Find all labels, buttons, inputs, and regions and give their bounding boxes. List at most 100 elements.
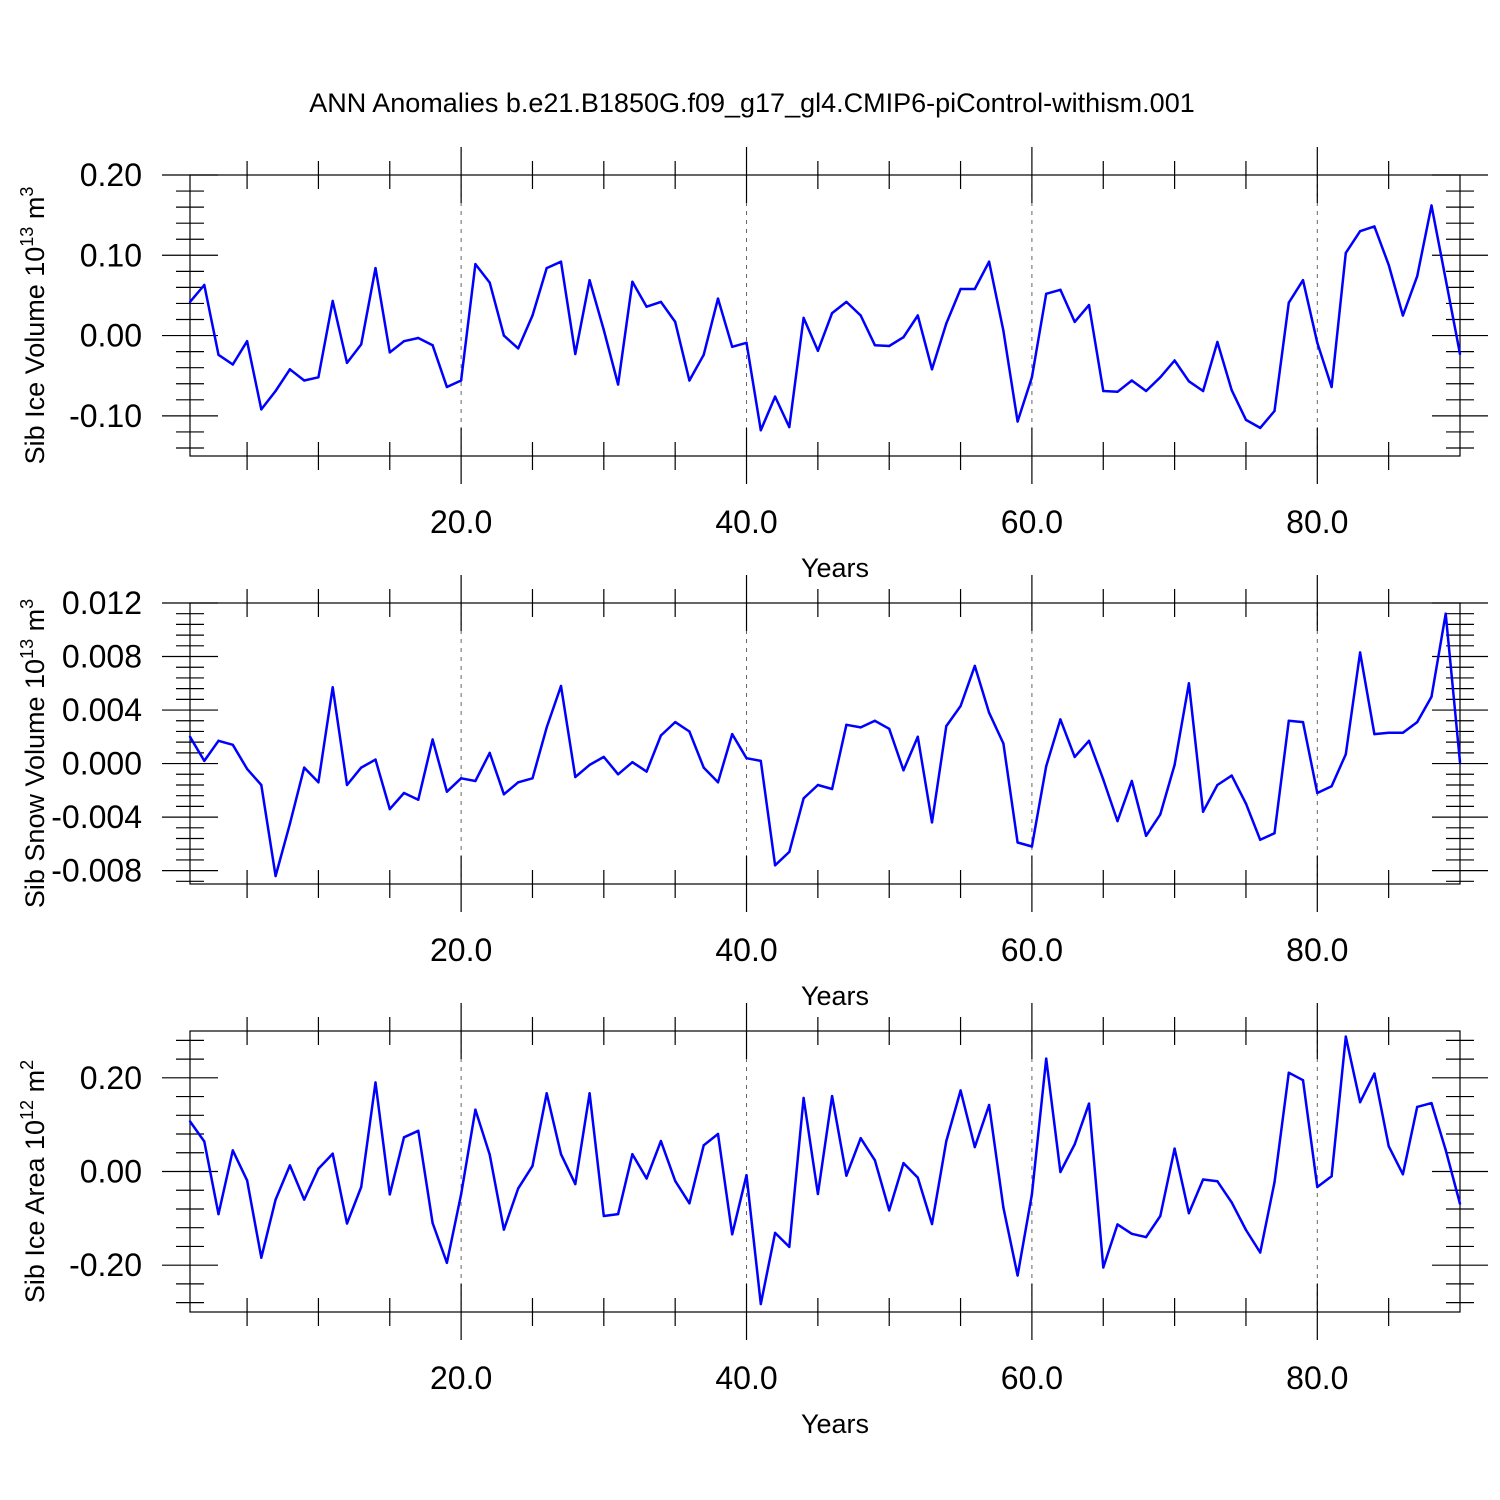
data-point: [1059, 288, 1062, 291]
data-point: [1244, 418, 1248, 422]
x-axis-label: Years: [801, 553, 869, 583]
data-point: [973, 1145, 976, 1149]
data-point: [731, 1233, 734, 1236]
data-point: [1030, 845, 1034, 848]
data-point: [659, 1139, 663, 1143]
data-point: [1458, 761, 1462, 764]
data-point: [1316, 791, 1319, 795]
data-point: [759, 1302, 762, 1306]
data-point: [260, 1256, 263, 1259]
data-point: [1301, 720, 1305, 724]
figure-title: ANN Anomalies b.e21.B1850G.f09_g17_gl4.C…: [309, 88, 1194, 118]
x-axis-label: Years: [801, 981, 869, 1011]
data-point: [1458, 352, 1462, 356]
y-tick-label: 0.008: [62, 639, 142, 675]
data-point: [1316, 1185, 1319, 1189]
data-point: [602, 755, 605, 759]
data-point: [1073, 320, 1076, 324]
data-point: [631, 1153, 634, 1156]
data-point: [245, 767, 249, 771]
data-point: [431, 1221, 434, 1225]
data-point: [731, 345, 734, 348]
data-point: [873, 1159, 877, 1162]
y-tick-label: 0.10: [80, 237, 142, 273]
data-point: [217, 739, 220, 742]
data-point: [645, 305, 648, 308]
data-point: [1244, 1228, 1248, 1232]
data-point: [1230, 1201, 1233, 1204]
data-point: [331, 686, 334, 689]
data-point: [588, 763, 591, 767]
y-axis-label-part: 2: [17, 1060, 37, 1070]
data-point: [773, 1231, 777, 1235]
data-point: [788, 425, 791, 429]
data-point: [716, 781, 720, 784]
data-point: [474, 262, 477, 266]
data-point: [1116, 390, 1119, 393]
data-point: [1059, 1170, 1062, 1174]
data-point: [816, 349, 820, 352]
data-point: [716, 1132, 720, 1136]
data-point: [1273, 832, 1276, 835]
data-point: [488, 751, 491, 755]
data-point: [859, 314, 862, 317]
data-point: [1330, 1175, 1333, 1178]
data-point: [773, 395, 777, 398]
data-point: [1273, 1181, 1276, 1184]
data-point: [1187, 1212, 1191, 1215]
data-point: [1273, 409, 1276, 413]
data-point: [916, 1176, 919, 1179]
data-point: [1030, 376, 1034, 379]
data-point: [702, 353, 705, 356]
data-point: [260, 783, 263, 787]
data-point: [1230, 774, 1233, 777]
data-point: [388, 1193, 391, 1196]
data-point: [945, 322, 948, 325]
data-point: [1344, 753, 1348, 756]
data-point: [1073, 755, 1076, 759]
x-tick-label: 80.0: [1286, 1360, 1348, 1396]
data-series-line: [189, 204, 1462, 432]
data-point: [1301, 279, 1305, 282]
x-tick-label: 20.0: [430, 932, 492, 968]
data-point: [1259, 426, 1262, 430]
data-point: [1102, 389, 1105, 393]
y-axis-label: Sib Ice Area 1012 m2: [17, 1060, 50, 1303]
data-point: [1045, 765, 1048, 768]
data-point: [1387, 263, 1390, 267]
data-point: [688, 379, 691, 382]
data-point: [674, 720, 677, 724]
data-point: [688, 730, 691, 733]
data-point: [402, 791, 406, 795]
data-point: [602, 328, 605, 332]
data-point: [559, 684, 563, 688]
data-point: [888, 1209, 891, 1212]
data-point: [830, 1094, 834, 1098]
data-point: [231, 743, 234, 746]
data-point: [531, 777, 534, 780]
data-point: [502, 1228, 506, 1231]
x-tick-label: 80.0: [1286, 504, 1348, 540]
y-tick-label: -0.008: [51, 853, 142, 889]
data-point: [445, 790, 449, 793]
data-point: [517, 1187, 520, 1190]
data-point: [188, 1120, 192, 1123]
data-point: [1387, 1145, 1390, 1148]
data-point: [1373, 225, 1376, 228]
data-series-line: [188, 612, 1462, 878]
data-point: [830, 311, 834, 315]
data-point: [945, 724, 948, 728]
data-point: [1002, 742, 1005, 745]
data-point: [1159, 1214, 1162, 1218]
data-point: [374, 758, 377, 761]
data-point: [602, 1214, 605, 1218]
data-point: [1187, 682, 1191, 685]
data-point: [1159, 376, 1162, 379]
data-point: [930, 368, 934, 371]
data-point: [574, 1182, 577, 1186]
data-point: [431, 344, 434, 347]
data-point: [217, 1212, 220, 1216]
data-point: [402, 340, 406, 343]
plot-frame: [189, 602, 1461, 885]
data-point: [288, 368, 292, 371]
